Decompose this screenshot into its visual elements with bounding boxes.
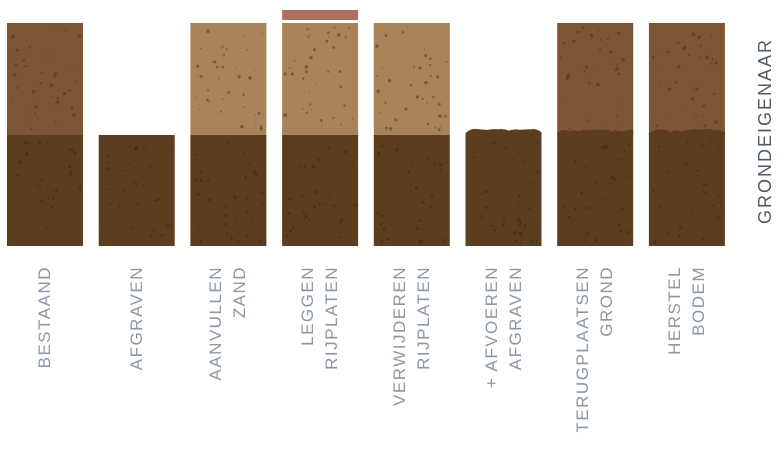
step-label-line: TERUGPLAATSEN — [573, 266, 593, 433]
topsoil-layer — [7, 23, 83, 135]
step-label-line: LEGGEN — [298, 266, 318, 346]
step-label-line: ZAND — [230, 266, 250, 319]
sand-layer — [373, 23, 450, 135]
step-label-line: RIJPLATEN — [322, 266, 342, 370]
step-label-5: RIJPLATEN VERWIJDEREN — [386, 266, 438, 450]
soil-column-3 — [190, 23, 267, 246]
step-label-line: GROND — [597, 266, 617, 337]
subsoil-layer — [98, 135, 175, 246]
step-label-3: ZAND AANVULLEN — [202, 266, 254, 450]
step-label-line: AFGRAVEN — [126, 266, 146, 371]
step-label-8: BODEM HERSTEL — [661, 266, 713, 450]
side-label-text: GRONDEIGENAAR — [754, 37, 775, 225]
subsoil-layer — [648, 128, 725, 246]
step-label-line: HERSTEL — [664, 266, 684, 355]
subsoil-layer — [465, 128, 542, 246]
step-label-4: RIJPLATEN LEGGEN — [294, 266, 346, 450]
soil-column-7 — [557, 23, 634, 246]
topsoil-layer — [557, 23, 634, 135]
subsoil-layer — [7, 135, 83, 246]
side-label-grondeigenaar: GRONDEIGENAAR — [752, 18, 778, 244]
step-label-2: AFGRAVEN — [122, 266, 152, 450]
soil-column-2 — [98, 135, 175, 246]
step-label-1: BESTAAND — [30, 266, 60, 450]
road-plate — [282, 10, 359, 20]
step-label-line: BESTAAND — [35, 266, 54, 369]
subsoil-layer — [190, 135, 267, 246]
soil-column-8 — [648, 23, 725, 246]
step-label-7: GROND TERUGPLAATSEN — [569, 266, 621, 450]
sand-layer — [190, 23, 267, 135]
subsoil-layer — [373, 135, 450, 246]
step-label-line: RIJPLATEN — [413, 266, 433, 370]
step-label-line: + AFVOEREN — [481, 266, 501, 389]
step-label-line: AANVULLEN — [206, 266, 226, 381]
soil-column-1 — [7, 23, 83, 246]
step-label-line: BODEM — [688, 266, 708, 336]
step-label-6: AFGRAVEN + AFVOEREN — [478, 266, 530, 450]
step-label-line: AFGRAVEN — [505, 266, 525, 371]
topsoil-layer — [648, 23, 725, 135]
soil-column-6 — [465, 128, 542, 246]
subsoil-layer — [557, 129, 634, 246]
soil-column-4 — [282, 10, 359, 246]
sand-layer — [282, 23, 359, 135]
step-label-line: VERWIJDEREN — [389, 266, 409, 406]
soil-column-5 — [373, 23, 450, 246]
subsoil-layer — [282, 135, 359, 246]
